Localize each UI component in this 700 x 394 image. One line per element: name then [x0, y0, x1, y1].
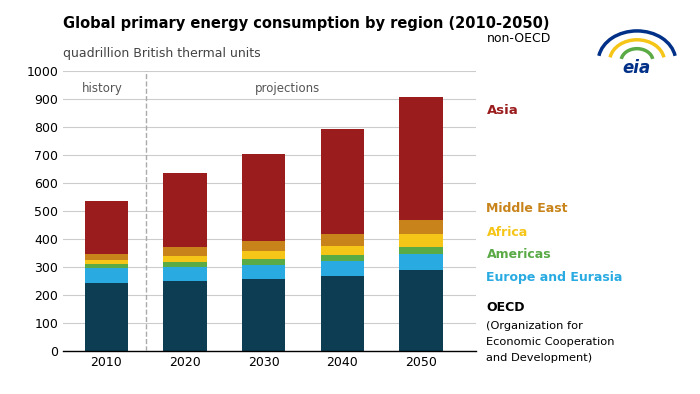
Bar [85, 268, 128, 283]
Bar [399, 247, 442, 254]
Text: non-OECD: non-OECD [486, 32, 551, 45]
Bar [85, 264, 128, 268]
Bar [242, 251, 285, 259]
Bar [85, 254, 128, 260]
Text: (Organization for: (Organization for [486, 321, 583, 331]
Text: Global primary energy consumption by region (2010-2050): Global primary energy consumption by reg… [63, 16, 550, 31]
Bar [163, 262, 206, 267]
Bar [399, 254, 442, 269]
Text: Middle East: Middle East [486, 203, 568, 215]
Bar [85, 201, 128, 254]
Bar [85, 283, 128, 351]
Bar [321, 129, 364, 234]
Bar [163, 173, 206, 247]
Text: Economic Cooperation: Economic Cooperation [486, 337, 615, 347]
Text: history: history [82, 82, 122, 95]
Text: quadrillion British thermal units: quadrillion British thermal units [63, 47, 260, 60]
Bar [321, 234, 364, 246]
Bar [163, 256, 206, 262]
Text: Asia: Asia [486, 104, 518, 117]
Bar [85, 260, 128, 264]
Bar [399, 97, 442, 220]
Bar [321, 261, 364, 276]
Bar [399, 234, 442, 247]
Text: Africa: Africa [486, 226, 528, 239]
Bar [242, 279, 285, 351]
Bar [163, 267, 206, 281]
Bar [399, 220, 442, 234]
Bar [242, 259, 285, 265]
Text: OECD: OECD [486, 301, 525, 314]
Text: and Development): and Development) [486, 353, 593, 362]
Bar [242, 265, 285, 279]
Text: Europe and Eurasia: Europe and Eurasia [486, 271, 623, 284]
Bar [321, 255, 364, 261]
Bar [321, 276, 364, 351]
Bar [163, 281, 206, 351]
Bar [399, 269, 442, 351]
Bar [163, 247, 206, 256]
Bar [321, 246, 364, 255]
Text: eia: eia [623, 59, 651, 77]
Text: Americas: Americas [486, 248, 551, 260]
Bar [242, 241, 285, 251]
Bar [242, 154, 285, 241]
Text: projections: projections [255, 82, 320, 95]
